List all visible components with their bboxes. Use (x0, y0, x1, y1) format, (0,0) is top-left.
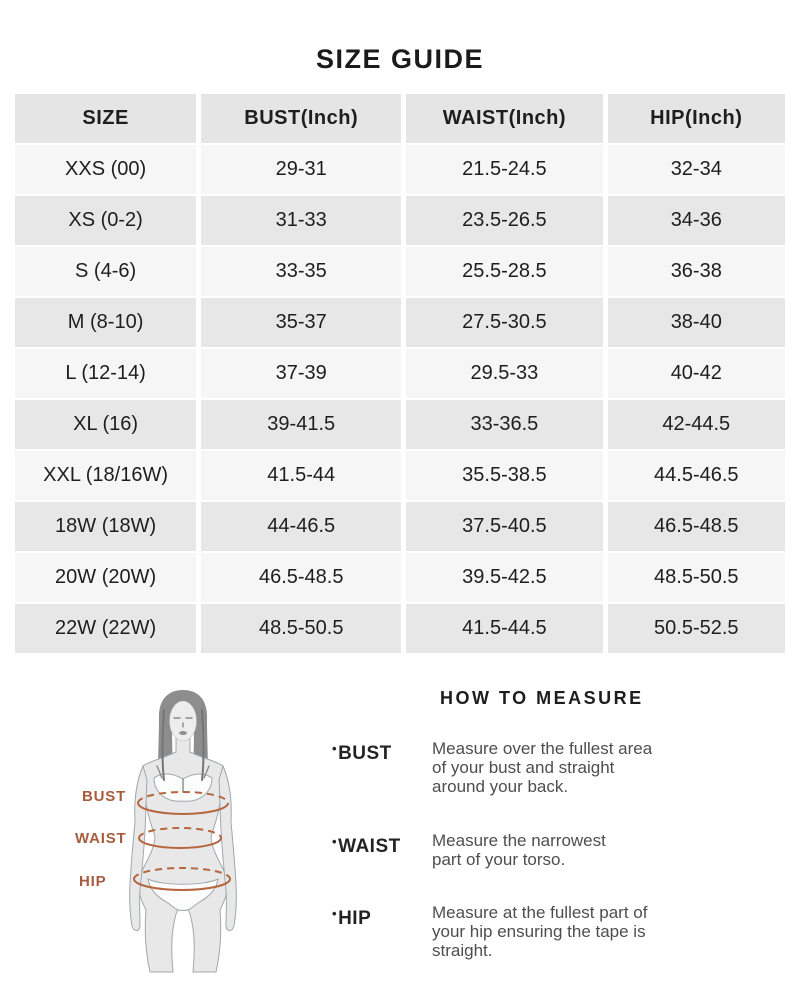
bust-cell: 48.5-50.5 (201, 604, 402, 653)
size-cell: 22W (22W) (15, 604, 197, 653)
face (169, 700, 197, 742)
bust-cell: 29-31 (201, 145, 402, 194)
table-header-row: SIZE BUST(Inch) WAIST(Inch) HIP(Inch) (15, 94, 785, 143)
hip-cell: 44.5-46.5 (607, 451, 785, 500)
table-row: M (8-10) 35-37 27.5-30.5 38-40 (15, 298, 785, 347)
bra-strap-right (203, 765, 210, 779)
hip-cell: 36-38 (607, 247, 785, 296)
waist-cell: 35.5-38.5 (406, 451, 603, 500)
panties (147, 878, 219, 911)
header-cell-size: SIZE (15, 94, 197, 143)
table-row: 22W (22W) 48.5-50.5 41.5-44.5 50.5-52.5 (15, 604, 785, 653)
bullet-icon: • (332, 834, 338, 849)
waist-tape-solid (138, 837, 222, 849)
hair-strand-right (201, 709, 205, 781)
table-row: L (12-14) 37-39 29.5-33 40-42 (15, 349, 785, 398)
waist-cell: 27.5-30.5 (406, 298, 603, 347)
figure-label-hip: HIP (79, 873, 107, 890)
measure-term-label: WAIST (338, 836, 401, 857)
page-title: SIZE GUIDE (315, 44, 485, 74)
size-cell: XL (16) (15, 400, 197, 449)
figure-label-bust: BUST (82, 788, 127, 805)
measure-term-bust: •BUST (332, 741, 392, 765)
hip-cell: 50.5-52.5 (607, 604, 785, 653)
hip-cell: 32-34 (607, 145, 785, 194)
table-row: 20W (20W) 46.5-48.5 39.5-42.5 48.5-50.5 (15, 553, 785, 602)
waist-cell: 37.5-40.5 (406, 502, 603, 551)
waist-cell: 41.5-44.5 (406, 604, 603, 653)
hip-cell: 46.5-48.5 (607, 502, 785, 551)
how-to-measure-heading: HOW TO MEASURE (440, 688, 644, 708)
waist-cell: 25.5-28.5 (406, 247, 603, 296)
size-cell: XS (0-2) (15, 196, 197, 245)
body-silhouette (138, 732, 228, 973)
bust-cell: 35-37 (201, 298, 402, 347)
size-cell: 20W (20W) (15, 553, 197, 602)
waist-cell: 23.5-26.5 (406, 196, 603, 245)
measure-term-label: BUST (338, 743, 392, 764)
hip-tape-dashed (133, 867, 231, 880)
bust-cell: 31-33 (201, 196, 402, 245)
measurement-figure-illustration (129, 690, 237, 973)
bust-tape-solid (137, 802, 229, 815)
bust-cell: 44-46.5 (201, 502, 402, 551)
size-cell: M (8-10) (15, 298, 197, 347)
size-cell: XXS (00) (15, 145, 197, 194)
waist-tape-dashed (138, 827, 222, 839)
size-chart-table: SIZE BUST(Inch) WAIST(Inch) HIP(Inch) XX… (10, 92, 790, 655)
hip-cell: 40-42 (607, 349, 785, 398)
measure-desc-waist: Measure the narrowest part of your torso… (432, 831, 606, 869)
bullet-icon: • (332, 741, 338, 756)
hip-cell: 48.5-50.5 (607, 553, 785, 602)
header-cell-hip: HIP(Inch) (607, 94, 785, 143)
hair-strand-left (161, 709, 165, 781)
table-row: XL (16) 39-41.5 33-36.5 42-44.5 (15, 400, 785, 449)
hip-cell: 38-40 (607, 298, 785, 347)
waist-cell: 29.5-33 (406, 349, 603, 398)
measure-term-label: HIP (338, 908, 372, 929)
waist-cell: 39.5-42.5 (406, 553, 603, 602)
bust-cell: 46.5-48.5 (201, 553, 402, 602)
measure-term-waist: •WAIST (332, 834, 401, 858)
measure-desc-bust: Measure over the fullest area of your bu… (432, 739, 653, 796)
size-cell: XXL (18/16W) (15, 451, 197, 500)
bust-cell: 39-41.5 (201, 400, 402, 449)
lips (179, 731, 187, 735)
table-row: 18W (18W) 44-46.5 37.5-40.5 46.5-48.5 (15, 502, 785, 551)
table-row: S (4-6) 33-35 25.5-28.5 36-38 (15, 247, 785, 296)
bust-cell: 37-39 (201, 349, 402, 398)
figure-label-waist: WAIST (75, 830, 127, 847)
size-cell: S (4-6) (15, 247, 197, 296)
bust-tape-dashed (137, 791, 229, 804)
header-cell-bust: BUST(Inch) (201, 94, 402, 143)
measure-desc-hip: Measure at the fullest part of your hip … (432, 903, 648, 960)
measure-term-hip: •HIP (332, 906, 371, 930)
waist-cell: 21.5-24.5 (406, 145, 603, 194)
bust-cell: 41.5-44 (201, 451, 402, 500)
size-cell: 18W (18W) (15, 502, 197, 551)
table-row: XXS (00) 29-31 21.5-24.5 32-34 (15, 145, 785, 194)
size-cell: L (12-14) (15, 349, 197, 398)
hip-cell: 42-44.5 (607, 400, 785, 449)
bust-cell: 33-35 (201, 247, 402, 296)
waist-cell: 33-36.5 (406, 400, 603, 449)
bra-strap-left (156, 765, 163, 779)
bullet-icon: • (332, 906, 338, 921)
hip-cell: 34-36 (607, 196, 785, 245)
hip-tape-solid (133, 878, 231, 891)
table-row: XS (0-2) 31-33 23.5-26.5 34-36 (15, 196, 785, 245)
header-cell-waist: WAIST(Inch) (406, 94, 603, 143)
table-row: XXL (18/16W) 41.5-44 35.5-38.5 44.5-46.5 (15, 451, 785, 500)
